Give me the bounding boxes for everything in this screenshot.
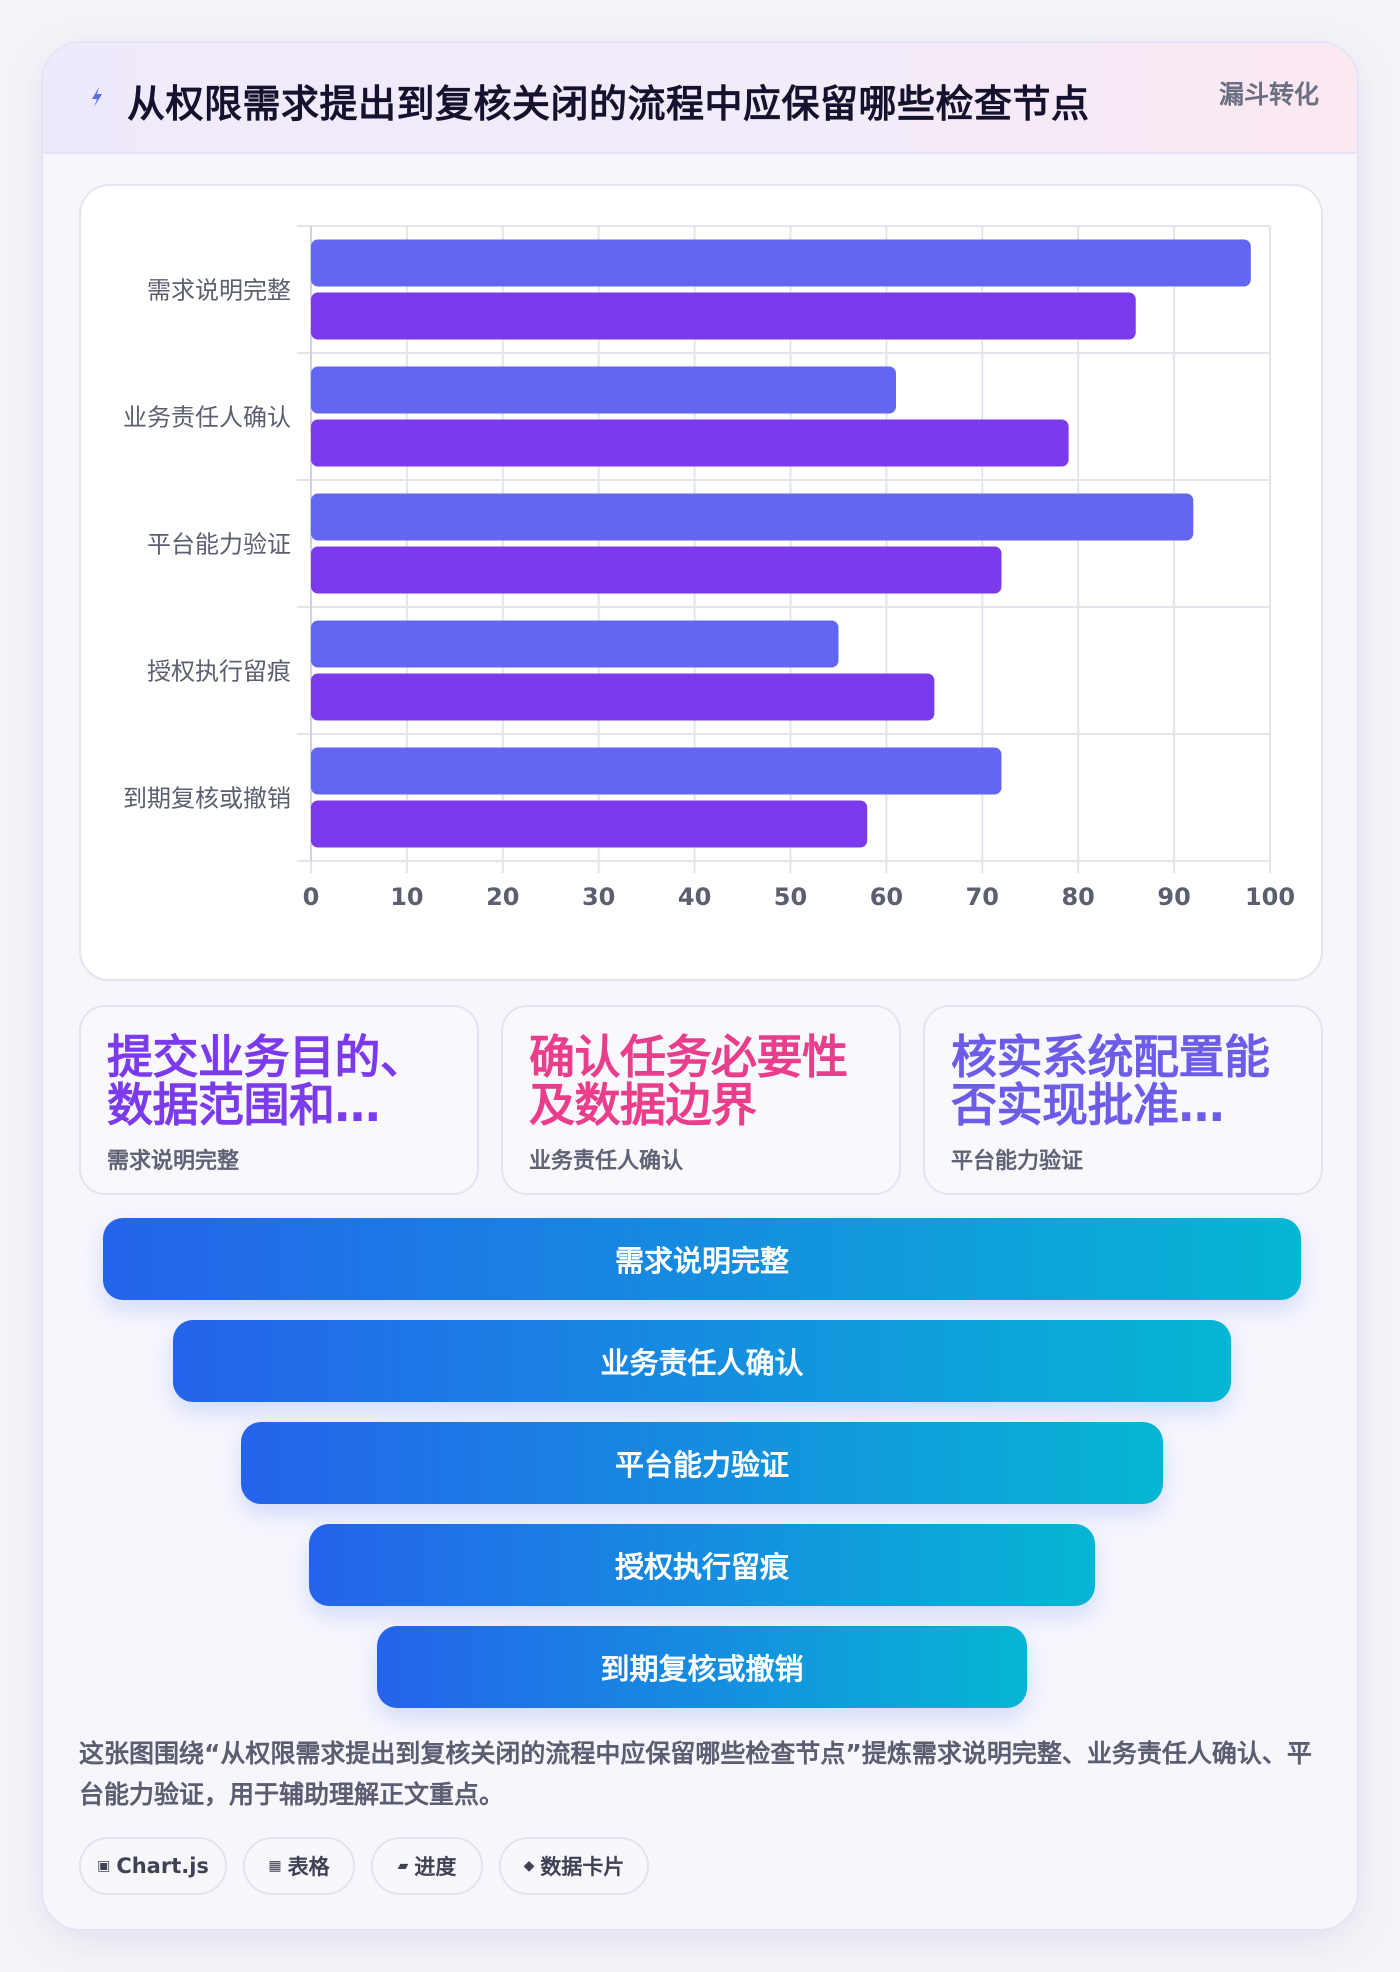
x-tick-label: 60 [870,883,903,911]
x-tick-label: 20 [486,883,519,911]
diamond-icon: ◆ [523,1858,535,1874]
pill-datacard[interactable]: ◆ 数据卡片 [499,1837,649,1895]
pill-label: 表格 [287,1855,330,1879]
stat-value: 核实系统配置能否实现批准… [951,1033,1270,1129]
stat-card: 确认任务必要性及数据边界 业务责任人确认 [501,1005,901,1195]
table-icon: ▦ [268,1858,282,1874]
pill-label: 数据卡片 [540,1855,625,1879]
stat-value: 确认任务必要性及数据边界 [529,1033,848,1129]
bar [311,747,1002,795]
x-tick-label: 50 [774,883,807,911]
x-tick-label: 70 [966,883,999,911]
stat-label: 业务责任人确认 [529,1149,684,1174]
pill-chartjs[interactable]: ▣ Chart.js [79,1837,227,1895]
chart-icon: ▣ [97,1858,111,1874]
x-tick-label: 0 [303,883,320,911]
bar [311,366,896,414]
stat-cards: 提交业务目的、数据范围和… 需求说明完整 确认任务必要性及数据边界 业务责任人确… [79,1005,1323,1195]
y-tick-label: 平台能力验证 [147,531,291,559]
progress-icon: ▰ [397,1858,409,1874]
bar [311,546,1002,594]
pill-progress[interactable]: ▰ 进度 [371,1837,483,1895]
x-tick-label: 30 [582,883,615,911]
stat-label: 平台能力验证 [951,1149,1084,1174]
header: 从权限需求提出到复核关闭的流程中应保留哪些检查节点 漏斗转化 [43,43,1357,154]
x-tick-label: 10 [390,883,423,911]
bar [311,800,868,848]
x-tick-label: 100 [1245,883,1295,911]
y-tick-label: 需求说明完整 [147,277,291,305]
funnel-step: 需求说明完整 [103,1218,1301,1300]
y-tick-label: 业务责任人确认 [123,404,291,432]
funnel: 需求说明完整 业务责任人确认 平台能力验证 授权执行留痕 到期复核或撤销 [43,1218,1357,1708]
bar [311,239,1251,287]
stat-card: 提交业务目的、数据范围和… 需求说明完整 [79,1005,479,1195]
y-tick-label: 到期复核或撤销 [123,785,291,813]
bar [311,292,1136,340]
funnel-step: 业务责任人确认 [173,1320,1231,1402]
funnel-step: 到期复核或撤销 [377,1626,1027,1708]
bolt-icon [92,87,102,107]
y-tick-label: 授权执行留痕 [147,658,291,686]
page-title: 从权限需求提出到复核关闭的流程中应保留哪些检查节点 [127,82,1090,126]
bar [311,493,1194,541]
bar [311,620,839,668]
bar [311,673,935,721]
stat-card: 核实系统配置能否实现批准… 平台能力验证 [923,1005,1323,1195]
x-tick-label: 40 [678,883,711,911]
x-tick-label: 80 [1061,883,1094,911]
x-tick-label: 90 [1157,883,1190,911]
infographic-card: 从权限需求提出到复核关闭的流程中应保留哪些检查节点 漏斗转化 需求说明完整 业务责… [41,41,1359,1931]
bar [311,419,1069,467]
stat-label: 需求说明完整 [107,1149,240,1174]
chart-panel: 需求说明完整业务责任人确认平台能力验证 授权执行留痕到期复核或撤销 0 10 20 30 4… [79,184,1323,981]
funnel-step: 授权执行留痕 [309,1524,1095,1606]
pill-label: 进度 [414,1855,457,1879]
pill-table[interactable]: ▦ 表格 [243,1837,355,1895]
stat-value: 提交业务目的、数据范围和… [107,1033,426,1129]
header-tag: 漏斗转化 [1218,80,1319,109]
pill-label: Chart.js [116,1854,209,1878]
funnel-step: 平台能力验证 [241,1422,1163,1504]
summary-text: 这张图围绕“从权限需求提出到复核关闭的流程中应保留哪些检查节点”提炼需求说明完整… [79,1739,1312,1809]
